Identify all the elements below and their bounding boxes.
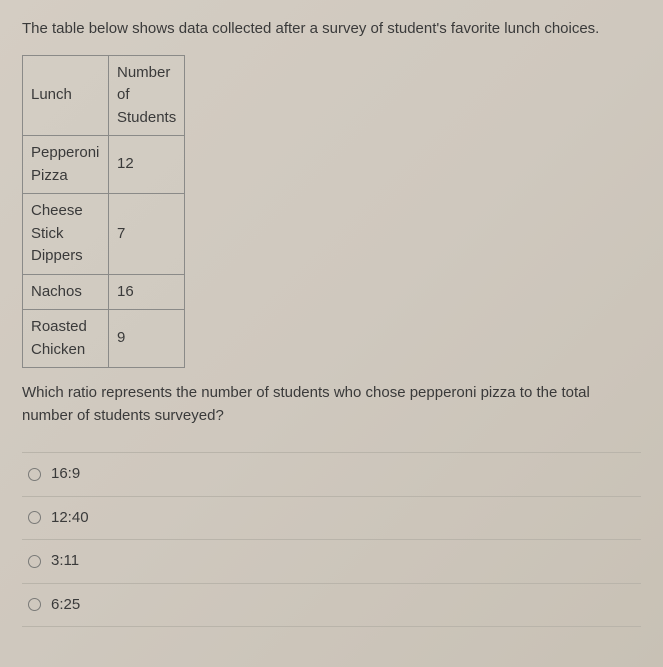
table-cell-lunch: Cheese Stick Dippers — [23, 194, 109, 275]
table-row: Roasted Chicken 9 — [23, 310, 185, 368]
radio-icon — [28, 468, 41, 481]
table-cell-lunch: Roasted Chicken — [23, 310, 109, 368]
radio-icon — [28, 555, 41, 568]
table-header-count: Number of Students — [109, 55, 185, 136]
answer-options: 16:9 12:40 3:11 6:25 — [22, 452, 641, 627]
table-cell-lunch: Nachos — [23, 274, 109, 310]
answer-option[interactable]: 3:11 — [22, 539, 641, 584]
table-row: Nachos 16 — [23, 274, 185, 310]
table-cell-count: 16 — [109, 274, 185, 310]
radio-icon — [28, 511, 41, 524]
data-table: Lunch Number of Students Pepperoni Pizza… — [22, 55, 185, 369]
answer-option[interactable]: 12:40 — [22, 496, 641, 541]
table-row: Pepperoni Pizza 12 — [23, 136, 185, 194]
table-header-lunch: Lunch — [23, 55, 109, 136]
option-label: 12:40 — [51, 507, 89, 530]
question-text: Which ratio represents the number of stu… — [22, 382, 641, 427]
table-cell-count: 12 — [109, 136, 185, 194]
table-cell-lunch: Pepperoni Pizza — [23, 136, 109, 194]
option-label: 6:25 — [51, 594, 80, 617]
table-row: Cheese Stick Dippers 7 — [23, 194, 185, 275]
option-label: 3:11 — [51, 550, 79, 573]
answer-option[interactable]: 16:9 — [22, 452, 641, 497]
table-cell-count: 9 — [109, 310, 185, 368]
radio-icon — [28, 598, 41, 611]
prompt-text: The table below shows data collected aft… — [22, 18, 641, 41]
table-header-row: Lunch Number of Students — [23, 55, 185, 136]
option-label: 16:9 — [51, 463, 80, 486]
answer-option[interactable]: 6:25 — [22, 583, 641, 628]
table-cell-count: 7 — [109, 194, 185, 275]
